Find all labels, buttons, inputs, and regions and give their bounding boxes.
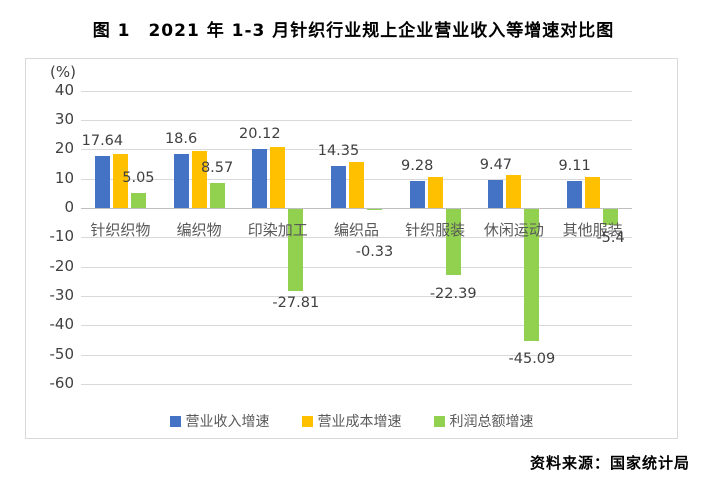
legend-swatch-profit-growth — [433, 415, 445, 427]
category-label: 编织品 — [333, 221, 379, 239]
legend-swatch-revenue-growth — [169, 415, 181, 427]
bar-revenue-growth — [94, 156, 110, 208]
gridline — [81, 325, 632, 327]
bar-cost-growth — [112, 153, 128, 208]
bar-profit-growth — [445, 209, 461, 275]
bar-cost-growth — [191, 150, 207, 208]
gridline — [81, 237, 632, 239]
data-label-revenue-growth: 9.11 — [558, 158, 591, 175]
bar-profit-growth — [367, 209, 382, 210]
bar-cost-growth — [270, 147, 286, 208]
y-axis-tick-label: -30 — [49, 285, 75, 304]
y-axis-tick-label: 30 — [54, 110, 74, 129]
data-label-revenue-growth: 20.12 — [239, 126, 281, 142]
legend-swatch-cost-growth — [301, 415, 313, 427]
bar-cost-growth — [427, 176, 443, 208]
data-label-profit-growth: 8.57 — [200, 159, 234, 176]
bar-cost-growth — [585, 176, 601, 208]
figure-title: 图 1 2021 年 1-3 月针织行业规上企业营业收入等增速对比图 — [92, 21, 615, 41]
legend-item-profit-growth: 利润总额增速 — [433, 411, 534, 431]
y-axis-tick-label: -40 — [49, 315, 75, 334]
legend-label-cost-growth: 营业成本增速 — [317, 414, 402, 430]
data-label-revenue-growth: 14.35 — [317, 143, 360, 159]
data-label-profit-growth: -27.81 — [272, 294, 320, 311]
zero-axis-line — [81, 208, 632, 209]
bar-revenue-growth — [331, 166, 346, 208]
gridline — [81, 120, 632, 122]
data-label-profit-growth: -22.39 — [429, 285, 477, 302]
gridline — [81, 354, 632, 356]
data-label-profit-growth: -0.33 — [355, 244, 394, 260]
bar-profit-growth — [603, 209, 619, 225]
bar-revenue-growth — [252, 149, 268, 208]
y-axis-unit-label: (%) — [50, 63, 76, 81]
category-label: 其他服装 — [562, 221, 623, 239]
gridline — [81, 295, 632, 297]
bar-revenue-growth — [409, 180, 425, 208]
bar-revenue-growth — [488, 180, 504, 208]
data-label-profit-growth: -45.09 — [508, 351, 556, 368]
bar-profit-growth — [524, 209, 540, 342]
chart-area: (%) 40 30 20 10 0 -10 -20 -30 -40 -50 -60 针织织物 17.6… — [25, 58, 678, 439]
legend: 营业收入增速 营业成本增速 利润总额增速 — [26, 411, 677, 431]
data-label-revenue-growth: 9.47 — [479, 157, 513, 174]
gridline — [81, 383, 632, 385]
category-label: 编织物 — [176, 221, 222, 239]
bar-profit-growth — [209, 182, 225, 208]
bar-revenue-growth — [567, 181, 583, 208]
bar-cost-growth — [349, 161, 364, 208]
y-axis-tick-label: 0 — [64, 198, 74, 216]
category-label: 休闲运动 — [483, 221, 544, 239]
y-axis-tick-label: -20 — [49, 256, 75, 275]
y-axis-tick-label: -50 — [49, 344, 75, 363]
category-label: 印染加工 — [247, 221, 308, 239]
category-label: 针织服装 — [405, 221, 466, 239]
source-note: 资料来源：国家统计局 — [529, 454, 690, 472]
y-axis-tick-label: 40 — [54, 80, 74, 99]
gridline — [81, 266, 632, 268]
legend-item-revenue-growth: 营业收入增速 — [169, 411, 270, 431]
gridline — [81, 90, 632, 92]
legend-label-profit-growth: 利润总额增速 — [449, 414, 534, 430]
data-label-revenue-growth: 17.64 — [81, 133, 124, 150]
gridline — [81, 149, 632, 151]
y-axis-tick-label: -10 — [49, 227, 75, 246]
bar-profit-growth — [130, 193, 146, 208]
bar-revenue-growth — [173, 153, 189, 208]
data-label-revenue-growth: 9.28 — [401, 157, 434, 174]
legend-item-cost-growth: 营业成本增速 — [301, 411, 402, 431]
data-label-profit-growth: 5.05 — [122, 170, 155, 187]
bar-cost-growth — [506, 175, 522, 208]
y-axis-tick-label: -60 — [49, 373, 75, 392]
data-label-profit-growth: -5.4 — [596, 229, 625, 246]
y-axis-tick-label: 10 — [54, 168, 74, 187]
bar-profit-growth — [288, 209, 304, 291]
y-axis-tick-label: 20 — [54, 139, 74, 158]
category-label: 针织织物 — [90, 221, 151, 239]
data-label-revenue-growth: 18.6 — [164, 130, 198, 147]
legend-label-revenue-growth: 营业收入增速 — [185, 414, 270, 430]
